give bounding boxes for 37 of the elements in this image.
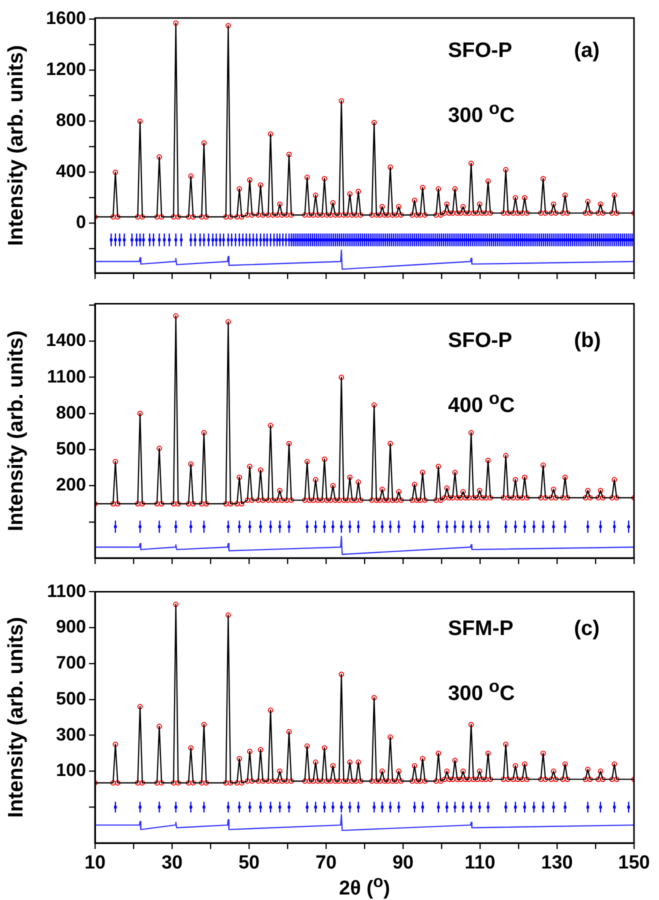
x-tick-label: 90 (392, 852, 414, 874)
y-tick-label: 0 (76, 212, 86, 232)
annotation: (a) (574, 39, 600, 62)
annotation: 300 $^{o}$C (448, 98, 515, 127)
x-tick-label: 30 (161, 852, 183, 874)
x-tick-label: 110 (464, 852, 496, 874)
y-tick-label: 1100 (46, 580, 86, 601)
y-axis-title: Intensity (arb. units) (4, 330, 28, 532)
y-tick-label: 700 (56, 652, 86, 673)
annotation: SFM-P (448, 617, 514, 640)
x-tick-label: 130 (541, 852, 573, 874)
y-tick-label: 1400 (46, 330, 86, 350)
y-tick-label: 800 (56, 110, 86, 130)
x-tick-label: 10 (84, 852, 106, 874)
y-tick-label: 200 (56, 474, 86, 495)
x-tick-label: 70 (315, 852, 337, 874)
annotation: SFO-P (448, 39, 512, 62)
y-tick-label: 500 (56, 438, 86, 459)
y-tick-label: 500 (56, 688, 86, 708)
y-axis-title: Intensity (arb. units) (4, 45, 28, 246)
x-tick-label: 150 (618, 852, 650, 874)
annotation: (b) (574, 329, 601, 352)
y-tick-label: 1600 (46, 8, 86, 28)
y-tick-label: 900 (56, 616, 86, 637)
y-tick-label: 300 (56, 724, 86, 744)
y-tick-label: 400 (56, 161, 86, 182)
annotation: 300 $^{o}$C (448, 676, 515, 705)
y-axis-title: Intensity (arb. units) (4, 617, 28, 818)
annotation: (c) (574, 617, 600, 640)
x-axis-title: 2θ ($^{o}$) (338, 872, 391, 900)
y-tick-label: 1200 (46, 59, 86, 80)
x-tick-label: 50 (238, 852, 260, 874)
y-tick-label: 100 (56, 760, 86, 780)
annotation: 400 $^{o}$C (448, 388, 515, 417)
annotation: SFO-P (448, 329, 512, 352)
y-tick-label: 1100 (46, 366, 86, 386)
y-tick-label: 800 (56, 402, 86, 422)
